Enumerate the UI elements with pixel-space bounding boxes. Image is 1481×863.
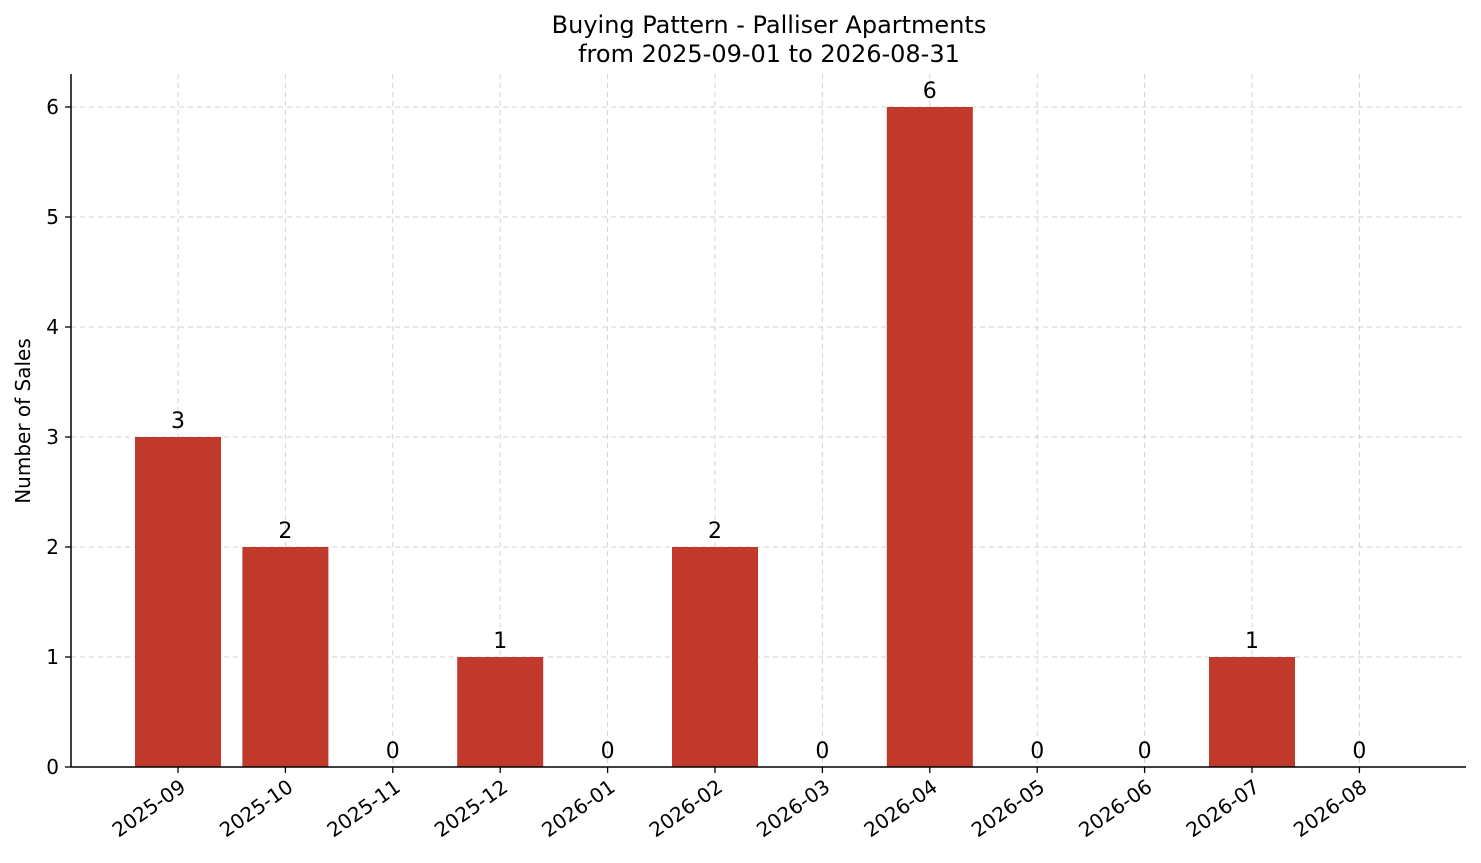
x-tick-label-2026-06: 2026-06 (1074, 774, 1156, 842)
y-tick-label: 0 (46, 755, 59, 779)
x-tick-label-2025-12: 2025-12 (430, 774, 512, 842)
y-tick-label: 4 (46, 315, 59, 339)
x-tick-label-2026-07: 2026-07 (1182, 774, 1264, 842)
bar-2026-07 (1209, 657, 1295, 767)
chart-title-line-1: Buying Pattern - Palliser Apartments (552, 11, 987, 39)
x-tick-label-2026-04: 2026-04 (859, 774, 941, 842)
x-tick-label-2026-01: 2026-01 (537, 774, 619, 842)
data-label-2025-12: 1 (493, 629, 507, 654)
x-tick-label-2026-08: 2026-08 (1289, 774, 1371, 842)
y-tick-label: 3 (46, 425, 59, 449)
x-tick-label-2026-05: 2026-05 (967, 774, 1049, 842)
data-label-2026-04: 6 (923, 79, 937, 104)
y-tick-label: 1 (46, 645, 59, 669)
bar-2025-09 (135, 437, 221, 767)
bar-2026-04 (886, 107, 973, 767)
x-tick-label-2025-09: 2025-09 (108, 774, 190, 842)
x-tick-label-2026-03: 2026-03 (752, 774, 834, 842)
data-label-2026-01: 0 (601, 739, 615, 764)
data-label-2026-08: 0 (1352, 739, 1366, 764)
chart-title-line-2: from 2025-09-01 to 2026-08-31 (578, 40, 960, 68)
x-tick-label-2025-11: 2025-11 (322, 774, 404, 842)
data-labels: 3 2 0 1 0 2 0 6 0 0 1 0 (171, 79, 1366, 764)
bar-2025-10 (242, 547, 329, 767)
data-label-2026-05: 0 (1030, 739, 1044, 764)
bar-2025-12 (457, 657, 544, 767)
data-label-2026-07: 1 (1245, 629, 1259, 654)
data-label-2026-02: 2 (708, 519, 722, 544)
x-tick-label-2026-02: 2026-02 (645, 774, 727, 842)
y-tick-label: 2 (46, 535, 59, 559)
bars (135, 107, 1295, 767)
data-label-2025-09: 3 (171, 409, 185, 434)
data-label-2025-11: 0 (386, 739, 400, 764)
bar-2026-02 (672, 547, 758, 767)
y-axis-label: Number of Sales (11, 338, 35, 504)
data-label-2025-10: 2 (278, 519, 292, 544)
data-label-2026-06: 0 (1138, 739, 1152, 764)
y-tick-label: 5 (46, 205, 59, 229)
y-tick-label: 6 (46, 95, 59, 119)
data-label-2026-03: 0 (815, 739, 829, 764)
x-tick-label-2025-10: 2025-10 (215, 774, 297, 842)
